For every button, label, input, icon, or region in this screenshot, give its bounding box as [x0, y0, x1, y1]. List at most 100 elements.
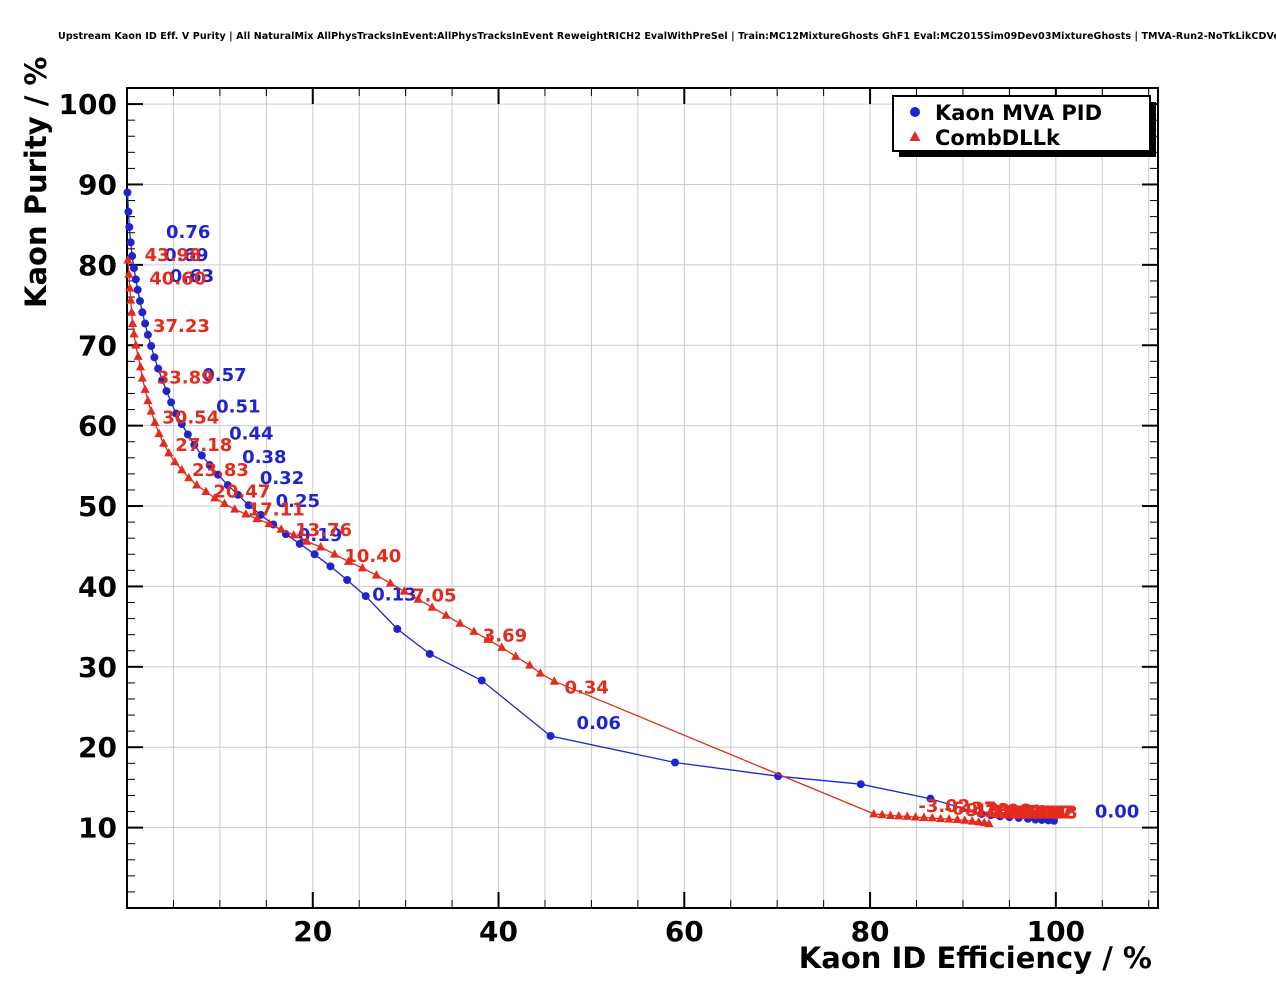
data-point: [425, 649, 434, 658]
cut-value-label: -16.44: [977, 802, 1041, 823]
data-point: [131, 275, 140, 284]
data-point: [295, 539, 304, 548]
data-point: [159, 438, 169, 447]
axis-ticks: [127, 88, 1158, 908]
cut-value-label: 13.76: [295, 520, 352, 541]
plot-title: Upstream Kaon ID Eff. V Purity | All Nat…: [58, 31, 1276, 42]
data-point: [936, 813, 946, 823]
cut-value-labels: 43.98 40.60 37.23 33.89 30.54 27.18 23.8320.47…: [145, 245, 1078, 824]
data-point: [230, 504, 240, 513]
data-point: [1023, 814, 1032, 823]
legend-label: Kaon MVA PID: [935, 101, 1102, 125]
cut-value-label: 0.44: [229, 424, 273, 445]
data-point: [146, 406, 156, 415]
legend-marker-triangle: [909, 131, 921, 141]
data-point: [150, 417, 160, 426]
cut-value-label: 7.05: [412, 585, 456, 606]
data-point: [1005, 813, 1014, 822]
data-point: [129, 329, 139, 338]
x-tick-label: 40: [479, 915, 518, 948]
data-point: [264, 518, 274, 528]
data-point: [164, 447, 174, 457]
y-tick-label: 30: [78, 651, 117, 684]
cut-value-label: -29.86: [1000, 802, 1064, 823]
data-point: [1031, 815, 1040, 824]
cut-value-label: -13.08: [968, 801, 1032, 822]
cut-value-label: 0.34: [564, 678, 608, 699]
cut-value-label: -6.37: [944, 798, 996, 819]
data-point: [137, 373, 147, 382]
data-point: [996, 812, 1005, 821]
data-point: [124, 269, 134, 278]
data-point: [952, 814, 962, 823]
data-point: [143, 395, 153, 405]
y-tick-label: 80: [78, 249, 117, 282]
cut-value-label: 0.57: [202, 365, 246, 386]
data-point: [223, 481, 232, 490]
y-tick-label: 50: [78, 490, 117, 523]
data-point: [343, 576, 352, 584]
data-point: [147, 342, 156, 351]
data-point: [138, 308, 147, 317]
data-point: [177, 420, 186, 429]
cut-value-label: 30.54: [162, 408, 219, 429]
data-point: [469, 626, 479, 635]
cut-value-label: 0.69: [164, 245, 208, 266]
data-point: [894, 810, 904, 820]
data-point: [136, 297, 145, 306]
data-point: [535, 668, 545, 677]
y-tick-label: 70: [78, 329, 117, 362]
x-tick-label: 80: [851, 915, 890, 948]
data-point: [241, 509, 251, 518]
data-point: [143, 330, 152, 339]
legend-label: CombDLLk: [935, 126, 1061, 150]
data-point: [167, 398, 176, 407]
series-kaon-mva-pid: [123, 188, 1058, 825]
data-point: [140, 384, 150, 393]
grid: [127, 88, 1158, 908]
data-point: [127, 307, 137, 316]
tick-labels: 20 40 60 80 100 10 20 30 40 50 60 70 80 90 100: [59, 88, 1086, 948]
data-point: [214, 470, 223, 479]
data-point: [170, 456, 180, 466]
cut-value-label: -33.21: [1004, 802, 1068, 823]
data-point: [183, 430, 192, 439]
data-point: [210, 493, 220, 502]
data-point: [154, 428, 164, 438]
legend-entry-combdllk: CombDLLk: [909, 126, 1061, 150]
cut-value-label: 0.76: [166, 222, 210, 243]
data-point: [302, 536, 312, 545]
cut-value-label: 0.38: [242, 447, 286, 468]
data-point: [135, 361, 146, 371]
data-point: [986, 811, 995, 820]
data-point: [413, 594, 423, 603]
data-point: [184, 472, 194, 482]
data-point: [326, 562, 335, 571]
legend-entry-kaon-mva-pid: Kaon MVA PID: [910, 101, 1102, 125]
data-point: [549, 676, 559, 685]
data-point: [256, 510, 265, 519]
data-point: [511, 651, 521, 660]
y-tick-label: 20: [78, 731, 117, 764]
y-tick-label: 90: [78, 168, 117, 201]
data-point: [877, 809, 887, 819]
data-point: [371, 570, 381, 579]
data-point: [123, 255, 133, 264]
cut-value-label: -3.02: [918, 796, 970, 817]
data-point: [190, 440, 199, 449]
data-point: [869, 808, 879, 818]
data-point: [774, 772, 783, 781]
data-point: [126, 238, 135, 247]
data-point: [133, 351, 143, 360]
data-point: [316, 542, 326, 551]
data-point: [546, 731, 555, 740]
data-point: [497, 642, 507, 651]
cut-value-label: 0.00: [1095, 802, 1139, 823]
data-point: [967, 816, 977, 825]
data-point: [172, 409, 181, 418]
data-point: [399, 586, 409, 595]
data-point: [361, 592, 370, 601]
cut-value-label: -43.28: [1013, 803, 1077, 824]
cut-value-label: 37.23: [153, 316, 210, 337]
